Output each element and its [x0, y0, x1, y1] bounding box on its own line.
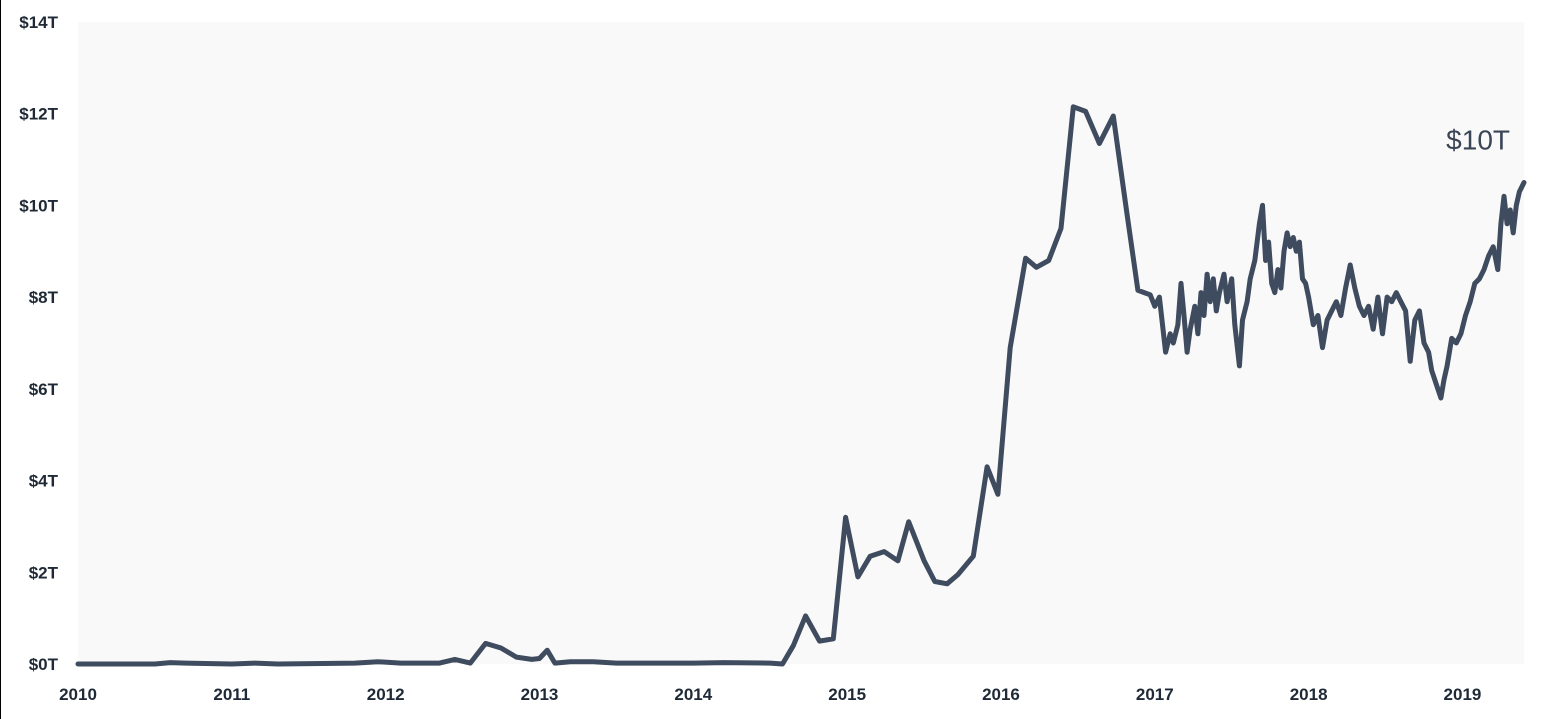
y-tick-label: $10T — [19, 196, 58, 215]
x-tick-label: 2016 — [982, 685, 1020, 704]
y-tick-label: $0T — [29, 655, 59, 674]
x-tick-label: 2014 — [674, 685, 712, 704]
y-tick-label: $2T — [29, 563, 59, 582]
y-tick-label: $14T — [19, 13, 58, 32]
plot-area — [78, 22, 1524, 664]
x-tick-label: 2010 — [59, 685, 97, 704]
x-tick-label: 2019 — [1444, 685, 1482, 704]
y-tick-label: $12T — [19, 105, 58, 124]
end-value-annotation: $10T — [1446, 125, 1510, 156]
x-tick-label: 2013 — [521, 685, 559, 704]
y-tick-label: $4T — [29, 472, 59, 491]
x-tick-label: 2018 — [1290, 685, 1328, 704]
x-tick-label: 2015 — [828, 685, 866, 704]
x-axis: 2010 2011 2012 2013 2014 2015 2016 2017 2018 2019 — [59, 685, 1481, 704]
x-tick-label: 2012 — [367, 685, 405, 704]
x-tick-label: 2011 — [213, 685, 250, 704]
y-tick-label: $6T — [29, 380, 59, 399]
y-axis: $0T $2T $4T $6T $8T $10T $12T $14T — [19, 13, 58, 674]
series-line — [75, 104, 1527, 667]
x-tick-label: 2017 — [1136, 685, 1174, 704]
y-tick-label: $8T — [29, 288, 59, 307]
